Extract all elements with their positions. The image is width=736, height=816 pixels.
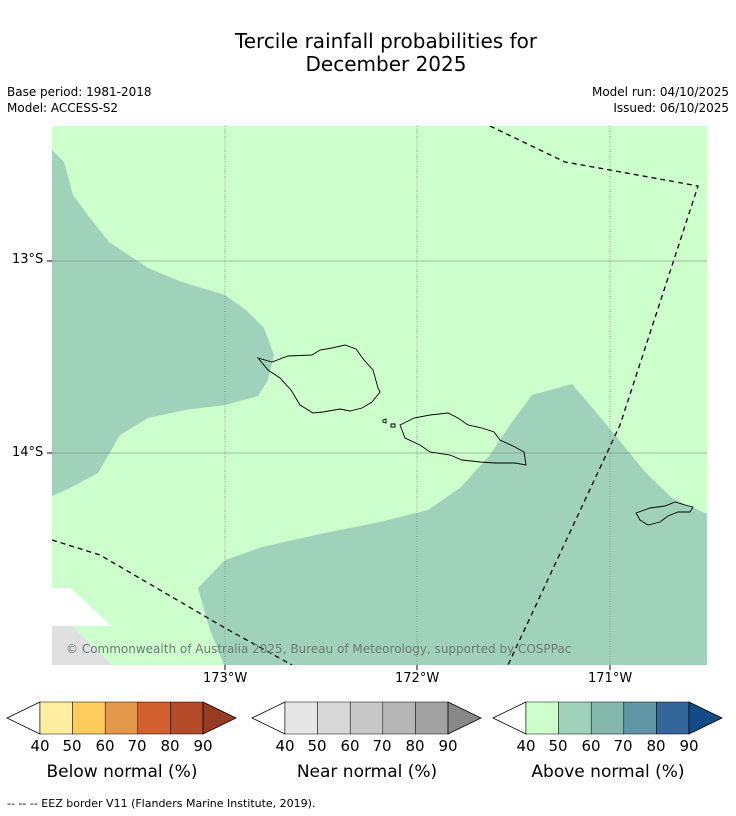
tick: 90 [679, 737, 699, 755]
lon-label-173w: 173°W [203, 671, 248, 686]
meta-left: Base period: 1981-2018 Model: ACCESS-S2 [7, 84, 152, 116]
islands [256, 344, 694, 526]
tick: 70 [613, 737, 633, 755]
colorbar-bin [137, 701, 171, 735]
tick: 40 [516, 737, 536, 755]
lat-label-14s: 14°S [12, 445, 44, 460]
model-name: Model: ACCESS-S2 [7, 101, 119, 115]
colorbar-bin [284, 701, 318, 735]
colorbar-bin [349, 701, 384, 735]
tick: 40 [275, 737, 295, 755]
below-normal-colorbar [6, 701, 237, 735]
colorbar-bin [39, 701, 73, 735]
colorbar-over-triangle [688, 701, 723, 735]
near-normal-title: Near normal (%) [296, 762, 438, 782]
colorbar-bin [656, 701, 690, 735]
tick: 80 [405, 737, 425, 755]
manono-island [382, 418, 387, 424]
issued-date: Issued: 06/10/2025 [613, 101, 729, 115]
colorbar-under-triangle [492, 701, 527, 735]
title-line-2: December 2025 [305, 52, 467, 76]
tick: 60 [95, 737, 115, 755]
tick: 40 [30, 737, 50, 755]
colorbar-bin [590, 701, 625, 735]
eez-footnote: -- -- -- EEZ border V11 (Flanders Marine… [7, 797, 316, 810]
above-50-60-region-west [52, 150, 274, 496]
colorbar-bin [525, 701, 559, 735]
savaii-island [256, 344, 381, 414]
tick: 60 [581, 737, 601, 755]
upolu-island [399, 412, 527, 466]
colorbar-bin [317, 701, 351, 735]
map-title: Tercile rainfall probabilities for Decem… [0, 30, 736, 76]
colorbar-bin [558, 701, 592, 735]
near-normal-colorbar [251, 701, 482, 735]
base-period: Base period: 1981-2018 [7, 85, 152, 99]
colorbar-bin [415, 701, 449, 735]
colorbar-bin [170, 701, 204, 735]
tick: 80 [160, 737, 180, 755]
lon-label-171w: 171°W [588, 671, 633, 686]
tick: 80 [646, 737, 666, 755]
tick: 70 [127, 737, 147, 755]
axis-ticks [47, 260, 611, 670]
model-run: Model run: 04/10/2025 [591, 85, 729, 99]
above-normal-title: Above normal (%) [531, 762, 685, 782]
below-normal-title: Below normal (%) [46, 762, 198, 782]
tick: 60 [340, 737, 360, 755]
above-normal-colorbar [492, 701, 723, 735]
colorbar-over-triangle [202, 701, 237, 735]
colorbar-under-triangle [251, 701, 286, 735]
no-data-region [52, 626, 112, 665]
tick: 70 [372, 737, 392, 755]
above-50-60-region-south [198, 384, 707, 665]
copyright-notice: © Commonwealth of Australia 2025, Bureau… [66, 642, 572, 656]
lon-label-172w: 172°W [395, 671, 440, 686]
colorbar-bin [104, 701, 139, 735]
tick: 90 [438, 737, 458, 755]
colorbar-over-triangle [447, 701, 482, 735]
tutuila-island [635, 501, 694, 526]
title-line-1: Tercile rainfall probabilities for [234, 29, 538, 53]
graticule [52, 126, 707, 665]
white-strip [52, 588, 112, 626]
tick: 50 [307, 737, 327, 755]
eez-border [52, 126, 699, 665]
tick: 50 [548, 737, 568, 755]
lat-label-13s: 13°S [12, 252, 44, 267]
colorbar-under-triangle [6, 701, 41, 735]
tick: 90 [193, 737, 213, 755]
colorbar-bin [72, 701, 106, 735]
colorbar-bin [382, 701, 416, 735]
colorbar-bin [623, 701, 657, 735]
apolima-island [390, 423, 396, 428]
tick: 50 [62, 737, 82, 755]
meta-right: Model run: 04/10/2025 Issued: 06/10/2025 [592, 84, 729, 116]
